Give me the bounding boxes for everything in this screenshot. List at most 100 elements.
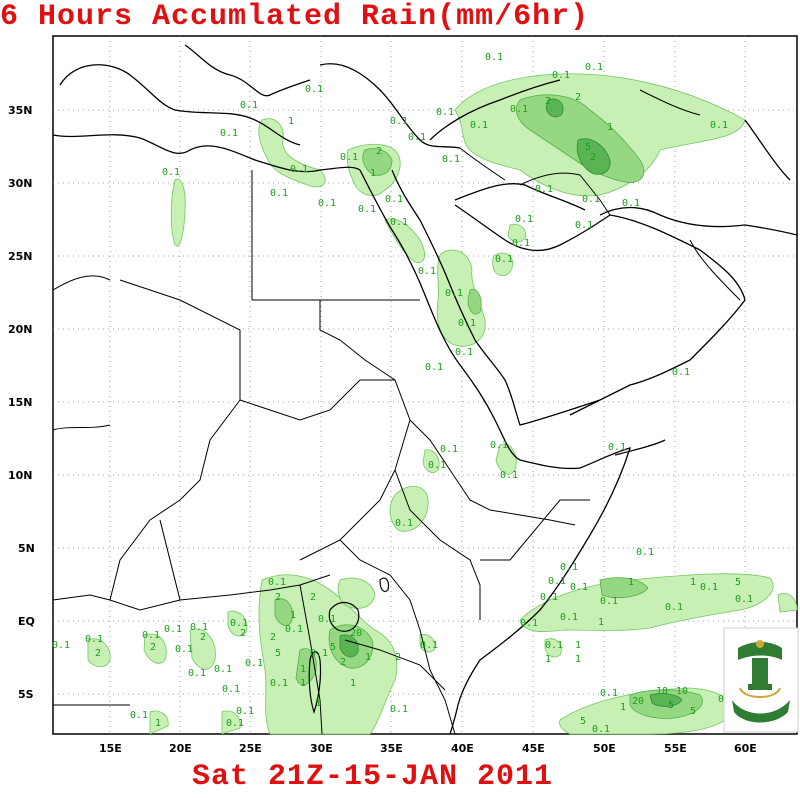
contour-label: 2 [95, 648, 101, 659]
contour-label: 0.1 [268, 577, 286, 588]
contour-label: 0.1 [560, 612, 578, 623]
contour-label: 0.1 [385, 194, 403, 205]
university-emblem-icon [723, 627, 799, 733]
contour-label: 5 [690, 706, 696, 717]
contour-label: 0.1 [318, 614, 336, 625]
contour-label: 1 [288, 116, 294, 127]
contour-label: 5 [585, 142, 591, 153]
contour-label: 2 [240, 628, 246, 639]
contour-label: 0.1 [582, 194, 600, 205]
contour-label: 0.1 [485, 52, 503, 63]
contour-label: 0.1 [142, 630, 160, 641]
valid-time-footer: Sat 21Z-15-JAN 2011 [192, 760, 554, 794]
contour-label: 0.1 [512, 238, 530, 249]
contour-label: 5 [668, 700, 674, 711]
contour-label: 0.1 [535, 184, 553, 195]
contour-label: 2 [310, 592, 316, 603]
contour-label: 0.1 [245, 658, 263, 669]
country-borders [52, 89, 741, 735]
contour-label: 1 [365, 652, 371, 663]
contour-label: 0.1 [665, 602, 683, 613]
contour-label: 0.1 [236, 706, 254, 717]
contour-label: 0.1 [408, 132, 426, 143]
contour-label: 0.1 [458, 318, 476, 329]
contour-label: 0.1 [418, 266, 436, 277]
contour-label: 0.1 [130, 710, 148, 721]
contour-label: 0.1 [442, 154, 460, 165]
contour-label: 0.1 [240, 100, 258, 111]
contour-label: 0.1 [436, 107, 454, 118]
lon-label: 25E [239, 742, 262, 755]
lat-label: 30N [8, 177, 33, 190]
contour-label: 0.1 [270, 678, 288, 689]
rain-areas-heavy [339, 98, 683, 707]
map-title: 6 Hours Accumlated Rain(mm/6hr) [0, 0, 590, 34]
lon-label: 20E [169, 742, 192, 755]
lat-label: 10N [8, 469, 33, 482]
contour-label: 0.1 [440, 444, 458, 455]
contour-label: 1 [300, 678, 306, 689]
contour-label: 1 [598, 617, 604, 628]
contour-label: 0.1 [188, 668, 206, 679]
contour-label: 0.1 [425, 362, 443, 373]
contour-label: 0.1 [190, 622, 208, 633]
contour-label: 0.1 [230, 618, 248, 629]
contour-label: 1 [575, 640, 581, 651]
contour-label: 0.1 [540, 592, 558, 603]
lat-label: 15N [8, 396, 33, 409]
contour-label: 0.1 [545, 640, 563, 651]
lon-label: 30E [310, 742, 333, 755]
contour-label: 0.1 [560, 562, 578, 573]
contour-label: 0.1 [222, 684, 240, 695]
contour-label: 5 [735, 577, 741, 588]
contour-label: 5 [330, 642, 336, 653]
contour-label: 1 [350, 678, 356, 689]
contour-label: 0.1 [495, 254, 513, 265]
contour-label: 0.1 [548, 576, 566, 587]
lon-label: 60E [734, 742, 757, 755]
contour-label: 0.1 [420, 640, 438, 651]
contour-label: 0.1 [470, 120, 488, 131]
contour-label: 0.1 [175, 644, 193, 655]
contour-label: 0.1 [672, 367, 690, 378]
lat-label: 20N [8, 323, 33, 336]
contour-label: 0.1 [428, 460, 446, 471]
contour-label: 0.1 [585, 62, 603, 73]
contour-label: 0.1 [285, 624, 303, 635]
contour-label: 0.1 [600, 596, 618, 607]
contour-label: 0.1 [214, 664, 232, 675]
contour-label: 2 [340, 657, 346, 668]
contour-label: 1 [607, 122, 613, 133]
contour-label: 2 [575, 92, 581, 103]
lat-label: EQ [18, 615, 35, 628]
contour-label: 0.1 [445, 288, 463, 299]
contour-label: 0.1 [162, 167, 180, 178]
contour-label: 0.1 [520, 618, 538, 629]
contour-label: 1 [155, 718, 161, 729]
contour-label: 0.1 [490, 440, 508, 451]
contour-label: 1 [300, 664, 306, 675]
lat-label: 25N [8, 250, 33, 263]
contour-label: 0.1 [220, 128, 238, 139]
contour-labels: 0.1 0.1 0.1 0.1 0.1 0.1 1 0.1 0.1 0.1 2 … [52, 52, 753, 735]
contour-label: 0.1 [552, 70, 570, 81]
contour-label: 1 [628, 577, 634, 588]
contour-label: 0.1 [318, 198, 336, 209]
contour-label: 1 [620, 702, 626, 713]
lon-label: 35E [380, 742, 403, 755]
contour-label: 0.1 [305, 84, 323, 95]
contour-label: 2 [590, 152, 596, 163]
contour-label: 0.1 [390, 704, 408, 715]
contour-label: 0.1 [510, 104, 528, 115]
latitude-labels: 35N 30N 25N 20N 15N 10N 5N EQ 5S [8, 104, 35, 701]
contour-label: 2 [395, 652, 401, 663]
contour-label: 0.1 [592, 724, 610, 735]
contour-label: 10 [676, 686, 688, 697]
contour-label: 0.1 [700, 582, 718, 593]
contour-label: 0.1 [710, 120, 728, 131]
contour-label: 0.1 [515, 214, 533, 225]
contour-label: 0.1 [500, 470, 518, 481]
contour-label: 2 [275, 592, 281, 603]
lon-label: 55E [664, 742, 687, 755]
contour-label: 0.1 [358, 204, 376, 215]
